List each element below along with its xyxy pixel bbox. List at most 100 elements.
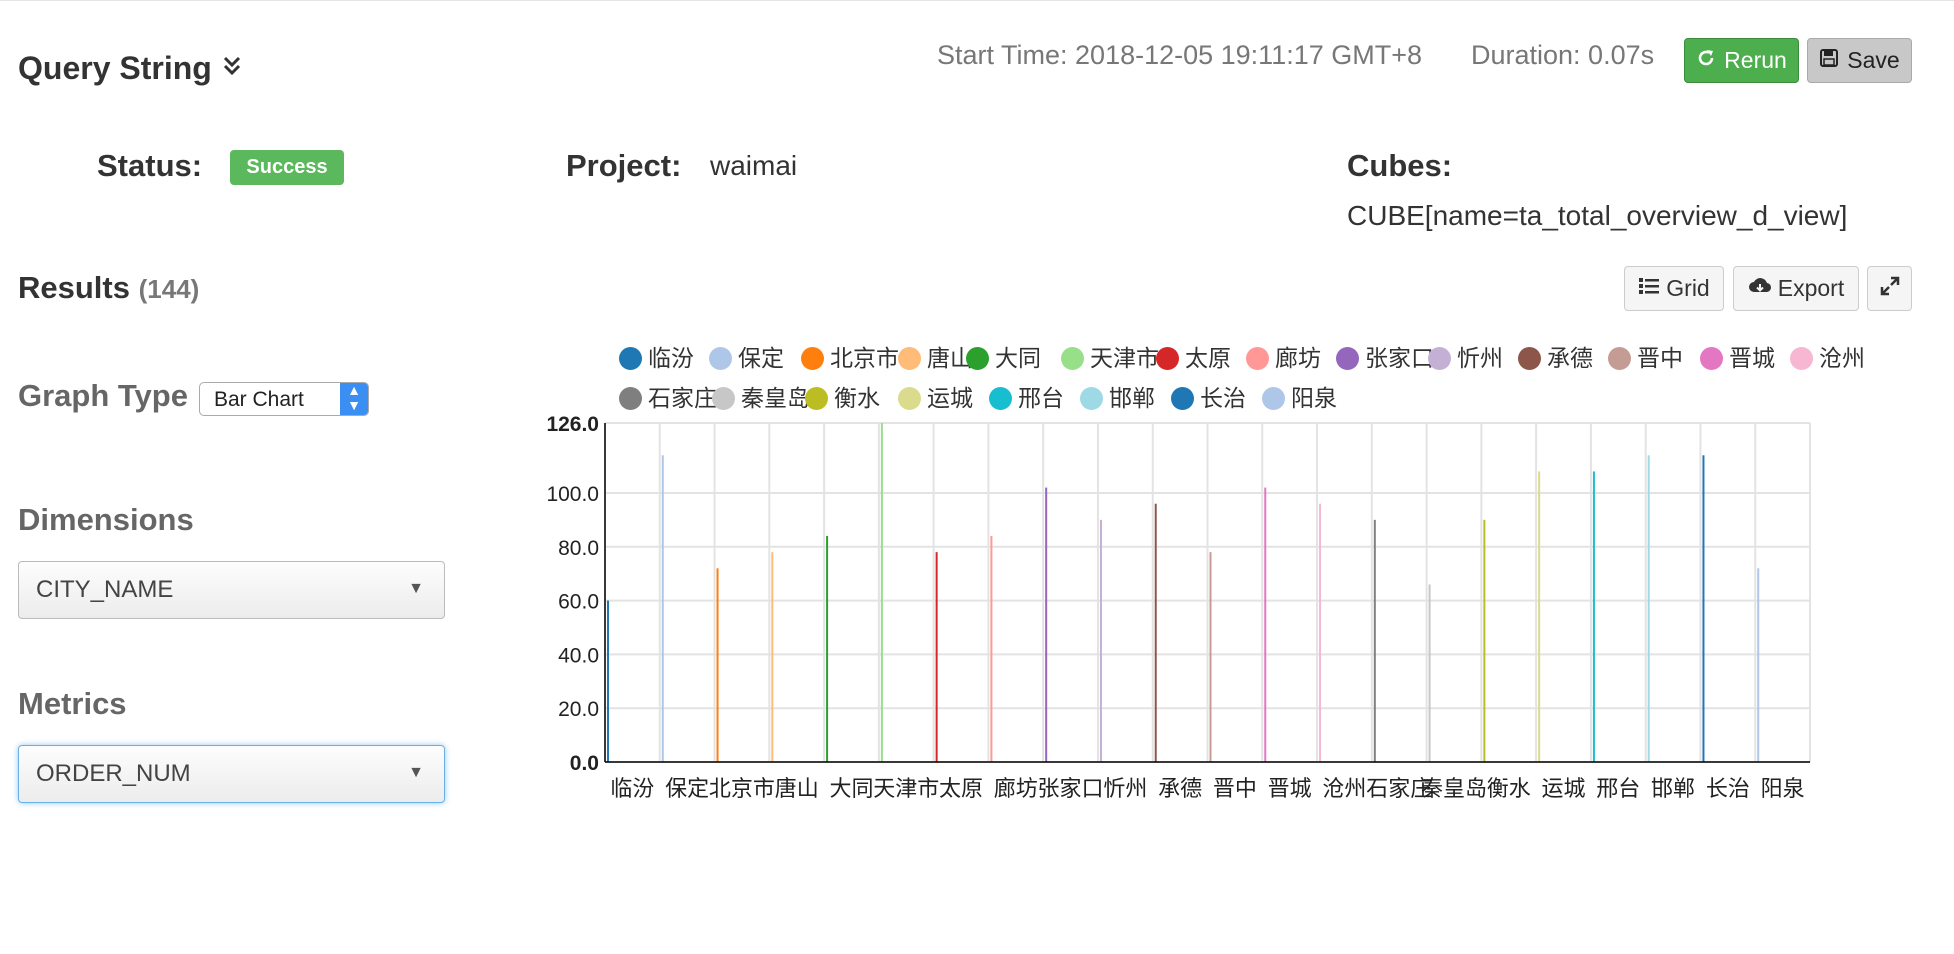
dimensions-dropdown[interactable]: CITY_NAME ▼ — [18, 561, 445, 619]
bar-邢台[interactable] — [1592, 471, 1595, 762]
metrics-label: Metrics — [18, 686, 127, 721]
x-tick-label: 忻州 — [1103, 776, 1147, 801]
top-divider — [0, 0, 1954, 1]
save-button[interactable]: Save — [1807, 38, 1912, 83]
legend-item[interactable]: 大同 — [966, 339, 1041, 373]
legend-dot — [1428, 347, 1451, 370]
legend-item[interactable]: 沧州 — [1790, 339, 1865, 373]
bar-保定[interactable] — [661, 455, 664, 762]
bar-忻州[interactable] — [1099, 519, 1102, 762]
legend-item[interactable]: 晋城 — [1700, 339, 1775, 373]
bar-阳泉[interactable] — [1757, 568, 1760, 762]
legend-item[interactable]: 秦皇岛 — [712, 379, 810, 413]
bar-运城[interactable] — [1538, 471, 1541, 762]
status-label: Status: — [97, 148, 203, 183]
y-tick-label: 20.0 — [558, 698, 599, 721]
legend-label: 阳泉 — [1291, 385, 1337, 411]
cloud-download-icon — [1748, 275, 1772, 302]
rerun-label: Rerun — [1724, 47, 1787, 73]
chevron-double-down-icon[interactable] — [222, 54, 242, 85]
bar-廊坊[interactable] — [990, 536, 993, 762]
legend-label: 沧州 — [1819, 345, 1865, 371]
grid-label: Grid — [1666, 275, 1710, 301]
bar-临汾[interactable] — [607, 600, 609, 762]
legend-item[interactable]: 阳泉 — [1262, 379, 1337, 413]
bar-承德[interactable] — [1154, 503, 1157, 762]
x-tick-label: 承德 — [1158, 776, 1202, 801]
x-tick-label: 临汾 — [610, 776, 654, 801]
legend-label: 张家口 — [1365, 345, 1434, 371]
bar-晋城[interactable] — [1264, 487, 1267, 762]
floppy-disk-icon — [1819, 47, 1839, 74]
cubes-value: CUBE[name=ta_total_overview_d_view] — [1347, 200, 1848, 231]
legend-item[interactable]: 承德 — [1518, 339, 1593, 373]
legend-item[interactable]: 廊坊 — [1246, 339, 1321, 373]
legend-item[interactable]: 运城 — [898, 379, 973, 413]
bar-天津市[interactable] — [880, 423, 883, 762]
refresh-icon — [1696, 47, 1716, 74]
legend-label: 邢台 — [1018, 385, 1064, 411]
bar-石家庄[interactable] — [1373, 519, 1376, 762]
bar-北京市[interactable] — [716, 568, 719, 762]
legend-item[interactable]: 石家庄 — [619, 379, 717, 413]
legend-item[interactable]: 保定 — [709, 339, 784, 373]
x-tick-label: 晋中 — [1213, 776, 1257, 801]
legend-dot — [1156, 347, 1179, 370]
legend-label: 晋中 — [1637, 345, 1683, 371]
legend-item[interactable]: 邯郸 — [1080, 379, 1155, 413]
x-tick-label: 石家庄 — [1366, 776, 1432, 801]
export-button[interactable]: Export — [1733, 266, 1859, 311]
legend-label: 保定 — [738, 345, 784, 371]
legend-item[interactable]: 衡水 — [805, 379, 880, 413]
legend-label: 北京市 — [830, 345, 899, 371]
legend-dot — [989, 387, 1012, 410]
legend-dot — [1262, 387, 1285, 410]
x-tick-label: 太原 — [939, 776, 983, 801]
results-label: Results — [18, 270, 130, 305]
legend-dot — [1061, 347, 1084, 370]
legend-dot — [1246, 347, 1269, 370]
legend-item[interactable]: 北京市 — [801, 339, 899, 373]
x-tick-label: 秦皇岛 — [1421, 776, 1487, 801]
legend-dot — [801, 347, 824, 370]
legend-item[interactable]: 临汾 — [619, 339, 694, 373]
bar-晋中[interactable] — [1209, 552, 1212, 762]
project-value: waimai — [710, 150, 798, 181]
bar-大同[interactable] — [826, 536, 829, 762]
rerun-button[interactable]: Rerun — [1684, 38, 1799, 83]
bar-邯郸[interactable] — [1647, 455, 1650, 762]
legend-item[interactable]: 天津市 — [1061, 339, 1159, 373]
cubes-label: Cubes: — [1347, 148, 1453, 183]
bar-长治[interactable] — [1702, 455, 1705, 762]
dimensions-value: CITY_NAME — [36, 576, 174, 603]
legend-item[interactable]: 长治 — [1171, 379, 1246, 413]
bar-张家口[interactable] — [1045, 487, 1048, 762]
legend-label: 邯郸 — [1109, 385, 1155, 411]
legend-label: 石家庄 — [648, 385, 717, 411]
grid-button[interactable]: Grid — [1624, 266, 1724, 311]
x-tick-label: 保定 — [665, 776, 709, 801]
legend-dot — [1518, 347, 1541, 370]
bar-太原[interactable] — [935, 552, 938, 762]
bar-唐山[interactable] — [771, 552, 774, 762]
metrics-value: ORDER_NUM — [36, 760, 191, 787]
metrics-dropdown[interactable]: ORDER_NUM ▼ — [18, 745, 445, 803]
query-string-title[interactable]: Query String — [18, 50, 212, 86]
legend-item[interactable]: 邢台 — [989, 379, 1064, 413]
dimensions-label: Dimensions — [18, 502, 194, 537]
graph-type-select[interactable]: Bar Chart ▲ ▼ — [199, 382, 369, 416]
legend-item[interactable]: 唐山 — [898, 339, 973, 373]
legend-item[interactable]: 忻州 — [1428, 339, 1503, 373]
bar-沧州[interactable] — [1319, 503, 1322, 762]
legend-label: 运城 — [927, 385, 973, 411]
legend-item[interactable]: 张家口 — [1336, 339, 1434, 373]
y-tick-label: 60.0 — [558, 591, 599, 614]
x-tick-label: 天津市 — [873, 776, 939, 801]
bar-衡水[interactable] — [1483, 519, 1486, 762]
x-tick-label: 邢台 — [1596, 776, 1640, 801]
legend-item[interactable]: 太原 — [1156, 339, 1231, 373]
fullscreen-button[interactable] — [1867, 266, 1912, 311]
legend-item[interactable]: 晋中 — [1608, 339, 1683, 373]
y-tick-label: 126.0 — [546, 413, 599, 436]
bar-秦皇岛[interactable] — [1428, 584, 1431, 762]
